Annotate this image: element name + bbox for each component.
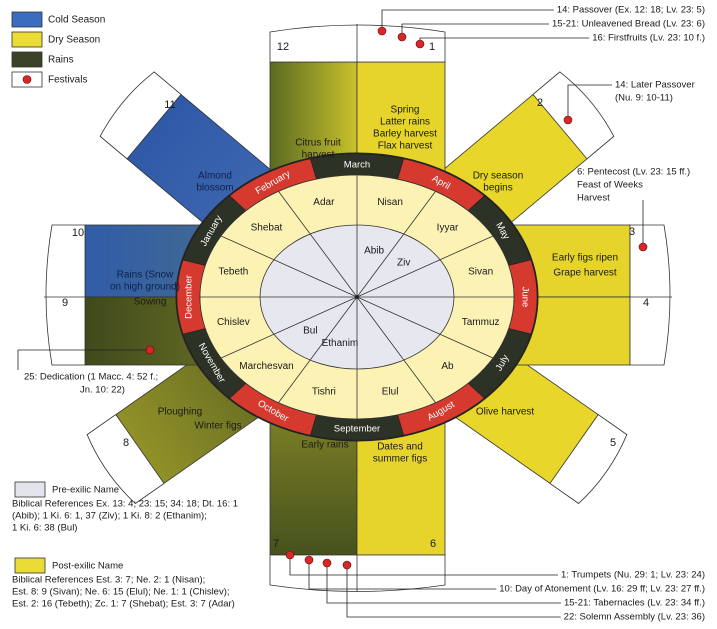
gregorian-month: December [184,275,195,319]
post-exilic-month: Ab [441,361,454,372]
festival-label: 15-21: Tabernacles (Lv. 23: 34 ff.) [564,598,705,609]
legend-label: Festivals [48,75,87,86]
post-exilic-month: Iyyar [437,222,459,233]
pre-exilic-month: Ziv [397,258,410,269]
note-reference: Biblical References Ex. 13: 4; 23: 15; 3… [12,499,238,510]
festival-label: 15-21: Unleavened Bread (Lv. 23: 6) [552,19,705,30]
month-number: 3 [629,226,635,238]
month-number: 7 [273,538,279,550]
month-number: 6 [430,538,436,550]
season-text: Rains (Snow [117,270,174,281]
note-swatch [15,482,45,497]
season-text: Olive harvest [476,407,535,418]
season-text: begins [483,183,512,194]
legend-swatch [12,12,42,27]
pre-exilic-month: Abib [364,245,384,256]
season-text: Citrus fruit [295,138,341,149]
festival-label: Jn. 10: 22) [80,385,125,396]
festival-label: Feast of Weeks [577,180,643,191]
post-exilic-month: Tebeth [218,266,248,277]
note-title: Post-exilic Name [52,561,123,572]
season-text: Early figs ripen [552,253,618,264]
season-text: Ploughing [158,407,202,418]
festival-dot [343,561,351,569]
month-number: 2 [537,97,543,109]
note-reference: Biblical References Est. 3: 7; Ne. 2: 1 … [12,575,205,586]
season-text: Grape harvest [553,268,617,279]
season-text: blossom [196,183,233,194]
legend-label: Dry Season [48,35,100,46]
note-swatch [15,558,45,573]
season-text: harvest [302,150,335,161]
festival-label: 6: Pentecost (Lv. 23: 15 ff.) [577,167,690,178]
post-exilic-month: Chislev [217,317,250,328]
season-text: Sowing [134,297,167,308]
note-reference: Est. 8: 9 (Sivan); Ne. 6: 15 (Elul); Ne.… [12,587,230,598]
festival-dot [305,556,313,564]
month-number: 4 [643,297,649,309]
festival-label: 22: Solemn Assembly (Lv. 23: 36) [564,612,705,623]
month-number: 5 [610,437,616,449]
month-number: 10 [72,227,84,239]
note-reference: 1 Ki. 6: 38 (Bul) [12,523,77,534]
festival-label: 10: Day of Atonement (Lv. 16: 29 ff; Lv.… [499,584,705,595]
post-exilic-month: Shebat [251,222,283,233]
festival-label: 1: Trumpets (Nu. 29: 1; Lv. 23: 24) [561,570,705,581]
festival-label: Harvest [577,193,610,204]
festival-label: 25: Dedication (1 Macc. 4: 52 f.; [24,372,158,383]
season-text: Spring [391,105,420,116]
season-text: on high ground) [110,282,180,293]
season-text: Winter figs [194,421,241,432]
festival-dot [23,76,31,84]
festival-dot [146,346,154,354]
note-reference: (Abib); 1 Ki. 6: 1, 37 (Ziv); 1 Ki. 8: 2… [12,511,207,522]
pre-exilic-month: Ethanim [322,338,359,349]
festival-dot [639,243,647,251]
festival-dot [378,27,386,35]
season-text: Dry season [473,171,524,182]
legend-label: Rains [48,55,74,66]
post-exilic-month: Tishri [312,386,336,397]
season-text: Almond [198,171,232,182]
festival-label: 16: Firstfruits (Lv. 23: 10 f.) [592,33,705,44]
note-title: Pre-exilic Name [52,485,119,496]
gregorian-month: March [344,160,370,171]
season-text: Latter rains [380,117,430,128]
note-reference: Est. 2: 16 (Tebeth); Zc. 1: 7 (Shebat); … [12,599,235,610]
festival-label: (Nu. 9: 10-11) [615,93,673,104]
festival-dot [564,116,572,124]
hub [355,295,359,299]
festival-dot [398,33,406,41]
post-exilic-month: Sivan [468,266,493,277]
month-number: 12 [277,41,289,53]
post-exilic-month: Adar [313,197,335,208]
post-exilic-month: Elul [382,386,399,397]
festival-dot [416,40,424,48]
legend-swatch [12,52,42,67]
gregorian-month: September [334,424,380,435]
gregorian-month: June [519,287,530,308]
month-number: 8 [123,437,129,449]
festival-label: 14: Later Passover [615,80,695,91]
month-number: 1 [429,41,435,53]
pre-exilic-month: Bul [303,326,317,337]
festival-dot [323,559,331,567]
month-number: 11 [164,99,175,111]
calendar-wheel [176,153,538,441]
season-text: Flax harvest [378,141,433,152]
calendar-diagram: MarchAprilMayJuneJulyAugustSeptemberOcto… [0,0,717,624]
post-exilic-month: Tammuz [462,317,500,328]
legend-swatch [12,32,42,47]
legend-label: Cold Season [48,15,105,26]
season-text: Dates and [377,442,423,453]
post-exilic-month: Marchesvan [239,361,293,372]
season-text: Barley harvest [373,129,437,140]
month-number: 9 [62,297,68,309]
festival-label: 14: Passover (Ex. 12: 18; Lv. 23: 5) [557,5,705,16]
season-text: summer figs [373,454,427,465]
season-text: Early rains [301,440,348,451]
festival-dot [286,551,294,559]
post-exilic-month: Nisan [377,197,403,208]
